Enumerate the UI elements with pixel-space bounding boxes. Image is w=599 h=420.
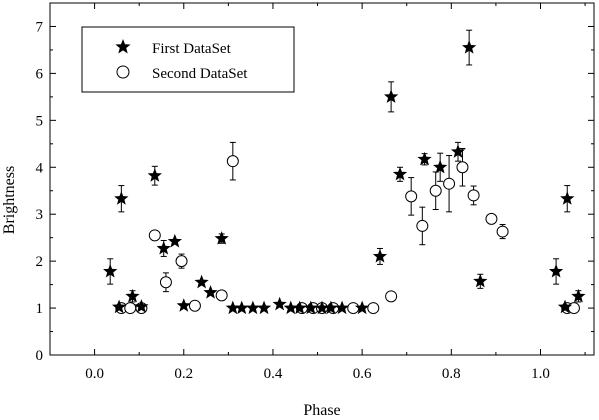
second-dataset-point <box>226 155 239 168</box>
first-dataset-point <box>355 300 370 315</box>
x-tick-label: 0.2 <box>174 366 193 382</box>
first-dataset-point <box>473 273 488 288</box>
first-dataset-point <box>147 168 162 182</box>
second-dataset-point <box>188 299 201 312</box>
first-dataset-point <box>134 299 149 313</box>
first-dataset-point <box>560 191 575 205</box>
legend-label-second-dataset: Second DataSet <box>152 66 248 82</box>
first-dataset-point <box>234 300 249 315</box>
first-dataset-point <box>557 299 573 314</box>
x-tick-label: 0.8 <box>442 366 461 382</box>
legend: First DataSet Second DataSet <box>81 26 295 93</box>
first-dataset-point <box>548 263 564 278</box>
second-dataset-point <box>385 290 398 303</box>
y-tick-label: 5 <box>36 113 44 129</box>
data-marks <box>103 29 586 315</box>
first-dataset-point <box>283 300 298 315</box>
first-dataset-point <box>392 166 408 181</box>
first-dataset-point <box>203 285 218 299</box>
x-tick-label: 0.4 <box>264 366 283 382</box>
second-dataset-point <box>159 276 172 289</box>
y-tick-label: 7 <box>36 19 44 35</box>
second-dataset-point <box>215 289 228 302</box>
first-dataset-point <box>417 151 432 166</box>
first-dataset-point <box>292 300 307 315</box>
second-dataset-point <box>467 189 480 202</box>
first-dataset-point <box>383 89 399 103</box>
second-dataset-point <box>175 255 188 268</box>
y-tick-label: 3 <box>36 207 44 223</box>
first-dataset-point <box>156 240 171 255</box>
second-dataset-point <box>485 212 498 225</box>
first-dataset-point <box>462 40 477 54</box>
second-dataset-point <box>347 302 360 315</box>
legend-label-first-dataset: First DataSet <box>152 41 232 57</box>
first-dataset-point <box>176 298 191 312</box>
first-dataset-point <box>372 248 388 263</box>
first-dataset-point <box>214 231 229 245</box>
x-tick-label: 0.0 <box>85 366 104 382</box>
first-dataset-point <box>103 263 118 278</box>
second-dataset-point <box>567 302 580 315</box>
y-tick-label: 6 <box>36 66 44 82</box>
y-tick-label: 1 <box>36 301 44 317</box>
x-axis-title: Phase <box>303 402 340 419</box>
second-dataset-point <box>416 219 429 232</box>
first-dataset-point <box>450 144 466 158</box>
legend-box <box>81 26 295 93</box>
second-dataset-point <box>443 177 456 190</box>
circle-icon <box>116 65 130 79</box>
second-dataset-point <box>456 161 469 174</box>
first-dataset-point <box>245 300 261 315</box>
x-axis: 0.0 0.2 0.4 0.6 0.8 1.0 <box>49 3 586 382</box>
x-tick-label: 1.0 <box>531 366 550 382</box>
first-dataset-point <box>194 274 209 289</box>
first-dataset-point <box>225 300 240 315</box>
y-tick-label: 4 <box>36 160 44 176</box>
first-dataset-point <box>167 233 182 248</box>
first-dataset-point <box>125 288 140 303</box>
y-axis-title: Brightness <box>1 166 18 234</box>
y-tick-label: 0 <box>36 348 44 364</box>
second-dataset-point <box>367 302 380 315</box>
first-dataset-point <box>323 300 339 315</box>
first-dataset-point <box>571 288 586 303</box>
legend-marker-first-dataset <box>115 39 131 54</box>
first-dataset-point <box>433 159 448 174</box>
first-dataset-point <box>111 299 127 314</box>
legend-marker-second-dataset <box>116 65 130 79</box>
first-dataset-point <box>314 300 330 315</box>
second-dataset-point <box>148 229 161 242</box>
first-dataset-point <box>272 296 287 311</box>
star-icon <box>115 39 131 54</box>
second-dataset-point <box>496 225 509 238</box>
second-dataset-point <box>429 184 442 197</box>
y-tick-label: 2 <box>36 254 44 270</box>
first-dataset-point <box>256 300 272 315</box>
first-dataset-point <box>114 191 129 205</box>
second-dataset-point <box>124 302 137 315</box>
first-dataset-point <box>303 300 318 315</box>
second-dataset-point <box>405 190 418 203</box>
x-tick-label: 0.6 <box>353 366 372 382</box>
first-dataset-point <box>334 300 350 315</box>
plot-frame <box>49 2 595 356</box>
y-axis: 0 1 2 3 4 5 6 7 <box>36 19 594 364</box>
